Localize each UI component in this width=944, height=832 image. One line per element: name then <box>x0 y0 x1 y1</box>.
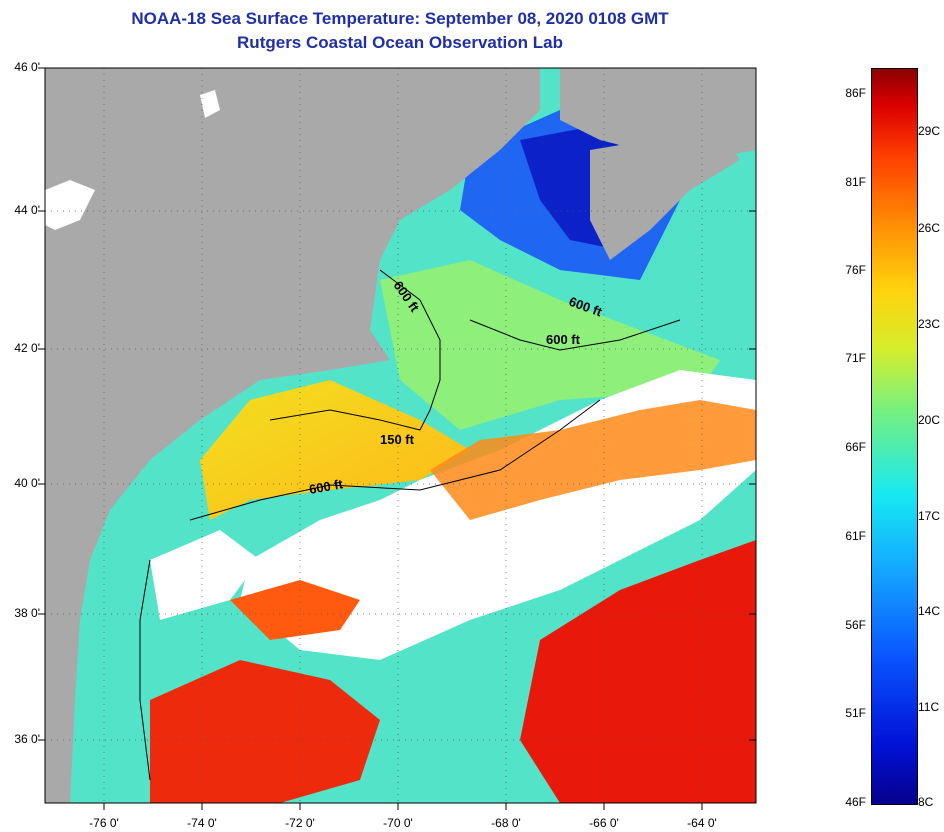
cloud-cover-south <box>150 530 260 620</box>
colorbar-f-label: 71F <box>845 351 866 365</box>
longitude-label: -64 0' <box>687 816 717 830</box>
depth-contour-600ft-west <box>379 269 441 431</box>
latitude-label: 42 0' <box>14 341 40 355</box>
map-area <box>45 68 756 803</box>
land-mainland <box>45 68 540 803</box>
axis-ticks <box>38 67 756 810</box>
lake-ontario <box>45 180 95 230</box>
colorbar-c-label: 11C <box>918 700 940 714</box>
map-frame <box>44 67 757 804</box>
depth-contour-south <box>139 559 151 781</box>
grid-lines <box>45 68 756 803</box>
gulf-stream-south-east <box>520 540 756 803</box>
longitude-label: -72 0' <box>285 816 315 830</box>
warm-eddy-north <box>430 400 756 520</box>
colorbar-f-label: 51F <box>845 706 866 720</box>
colorbar-c-label: 14C <box>918 604 941 618</box>
colorbar-f-label: 66F <box>845 440 866 454</box>
shelf-water <box>200 380 470 520</box>
depth-contour-600ft-shelf <box>189 399 601 521</box>
depth-contour-600ft-georges <box>469 319 681 351</box>
latitude-label: 38 0' <box>14 606 40 620</box>
longitude-label: -68 0' <box>491 816 521 830</box>
longitude-label: -76 0' <box>89 816 119 830</box>
colorbar-f-label: 56F <box>845 618 866 632</box>
temperature-colorbar <box>871 68 918 805</box>
colorbar-c-label: 17C <box>918 509 941 523</box>
latitude-label: 44 0' <box>14 203 40 217</box>
depth-label: 150 ft <box>380 432 415 447</box>
colorbar-f-label: 46F <box>845 795 866 809</box>
colorbar-c-label: 26C <box>918 221 941 235</box>
colorbar-f-label: 61F <box>845 529 866 543</box>
longitude-label: -74 0' <box>187 816 217 830</box>
colorbar-c-label: 20C <box>918 413 941 427</box>
colorbar-f-label: 81F <box>845 175 866 189</box>
colorbar-c-label: 23C <box>918 317 941 331</box>
depth-label: 600 ft <box>546 332 581 347</box>
depth-label: 600 ft <box>308 476 345 497</box>
latitude-label: 46 0' <box>14 60 40 74</box>
colorbar-f-label: 86F <box>845 86 866 100</box>
lake-patch <box>200 90 220 118</box>
map-title: NOAA-18 Sea Surface Temperature: Septemb… <box>131 9 669 28</box>
depth-contour-150ft <box>269 409 421 431</box>
latitude-label: 40 0' <box>14 476 40 490</box>
land-nova-scotia <box>590 130 740 260</box>
colorbar-c-label: 8C <box>918 795 934 809</box>
map-subtitle: Rutgers Coastal Ocean Observation Lab <box>237 33 563 52</box>
warm-patch-mid <box>230 580 360 640</box>
latitude-label: 36 0' <box>14 732 40 746</box>
colorbar-c-label: 29C <box>918 124 941 138</box>
longitude-label: -70 0' <box>383 816 413 830</box>
colorbar-f-label: 76F <box>845 263 866 277</box>
longitude-label: -66 0' <box>589 816 619 830</box>
gulf-stream-south-west <box>150 660 380 803</box>
